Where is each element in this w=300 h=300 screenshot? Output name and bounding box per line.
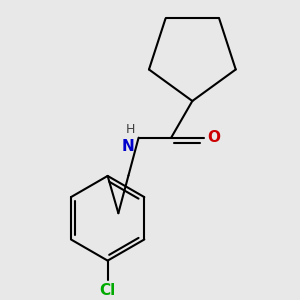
Text: H: H [125, 123, 135, 136]
Text: O: O [208, 130, 221, 145]
Text: N: N [122, 139, 135, 154]
Text: Cl: Cl [100, 283, 116, 298]
